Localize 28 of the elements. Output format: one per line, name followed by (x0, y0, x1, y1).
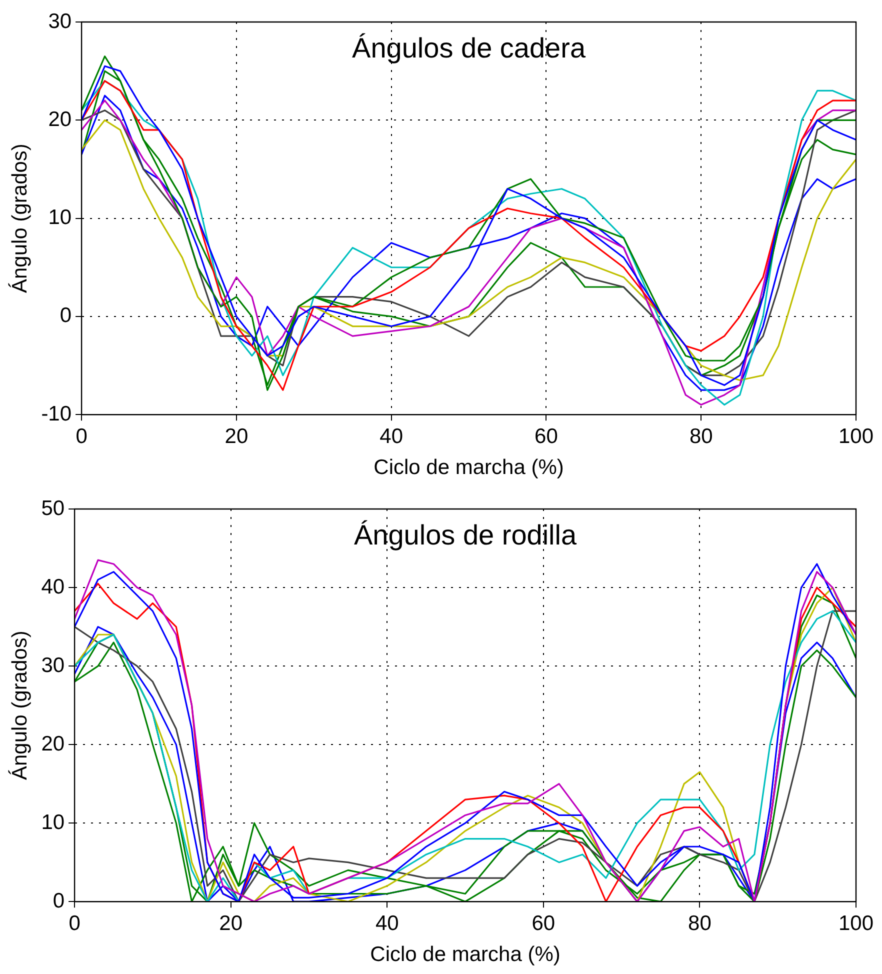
y-tick-label: 40 (41, 575, 65, 598)
y-tick-label: 10 (48, 206, 72, 230)
x-tick-label: 20 (224, 424, 248, 448)
y-tick-label: 30 (48, 10, 72, 33)
chart-title: Ángulos de rodilla (354, 520, 577, 551)
y-axis-title: Ángulo (grados) (7, 144, 32, 294)
x-tick-label: 100 (838, 912, 874, 935)
x-tick-label: 40 (375, 912, 399, 935)
x-tick-label: 0 (76, 424, 88, 448)
y-tick-label: 20 (41, 732, 65, 756)
y-axis-title: Ángulo (grados) (7, 630, 32, 780)
x-tick-label: 80 (689, 424, 713, 448)
y-tick-label: 0 (60, 304, 72, 328)
x-axis-title: Ciclo de marcha (%) (370, 943, 560, 966)
y-tick-label: 30 (41, 654, 65, 677)
x-tick-label: 40 (380, 424, 404, 448)
x-tick-label: 80 (688, 912, 712, 935)
x-tick-label: 100 (838, 424, 874, 448)
x-axis-title: Ciclo de marcha (%) (374, 456, 564, 480)
x-tick-label: 60 (532, 912, 556, 935)
y-tick-label: 10 (41, 810, 65, 834)
chart-title: Ángulos de cadera (352, 32, 586, 64)
y-tick-label: 20 (48, 108, 72, 131)
x-tick-label: 20 (219, 912, 243, 935)
y-tick-label: 50 (41, 496, 65, 520)
x-tick-label: 60 (534, 424, 558, 448)
y-tick-label: -10 (41, 402, 72, 426)
y-tick-label: 0 (52, 889, 65, 912)
